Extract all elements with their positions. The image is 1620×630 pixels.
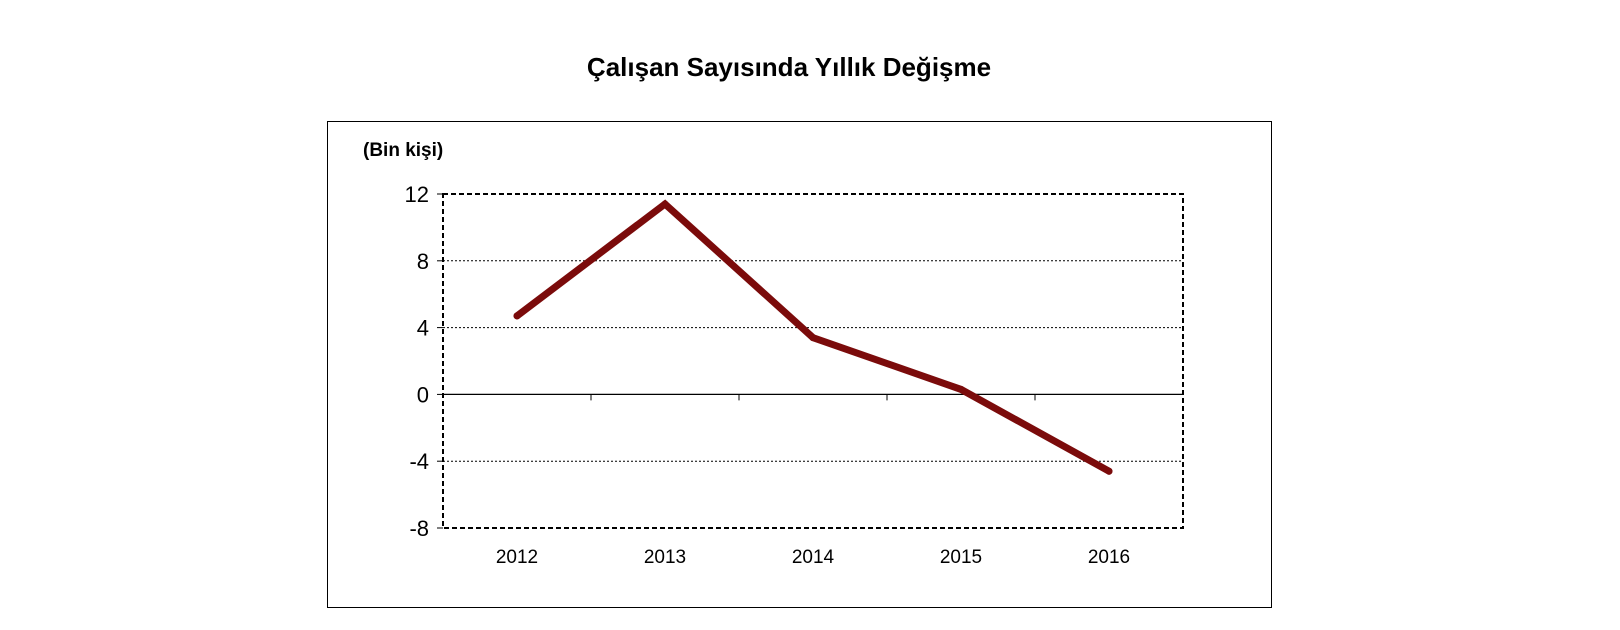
y-tick-label: 0 xyxy=(417,382,429,407)
x-tick-label: 2013 xyxy=(644,547,686,568)
x-tick-label: 2016 xyxy=(1088,547,1130,568)
data-point xyxy=(1105,467,1113,475)
y-axis-unit-label: (Bin kişi) xyxy=(363,140,443,161)
chart-title: Çalışan Sayısında Yıllık Değişme xyxy=(586,52,992,82)
x-tick-label: 2014 xyxy=(792,547,835,568)
chart-frame xyxy=(327,121,1272,608)
x-tick-label: 2012 xyxy=(496,547,538,568)
x-tick-label: 2015 xyxy=(940,547,982,568)
data-point xyxy=(809,334,817,342)
y-tick-label: 8 xyxy=(417,249,429,274)
y-tick-label: 4 xyxy=(417,316,429,341)
plot-area-border xyxy=(442,193,1184,529)
data-point xyxy=(513,312,521,320)
y-tick-label: 12 xyxy=(405,182,429,207)
data-point xyxy=(957,385,965,393)
data-point xyxy=(661,200,669,208)
y-tick-label: -4 xyxy=(409,449,429,474)
y-tick-label: -8 xyxy=(409,516,429,541)
